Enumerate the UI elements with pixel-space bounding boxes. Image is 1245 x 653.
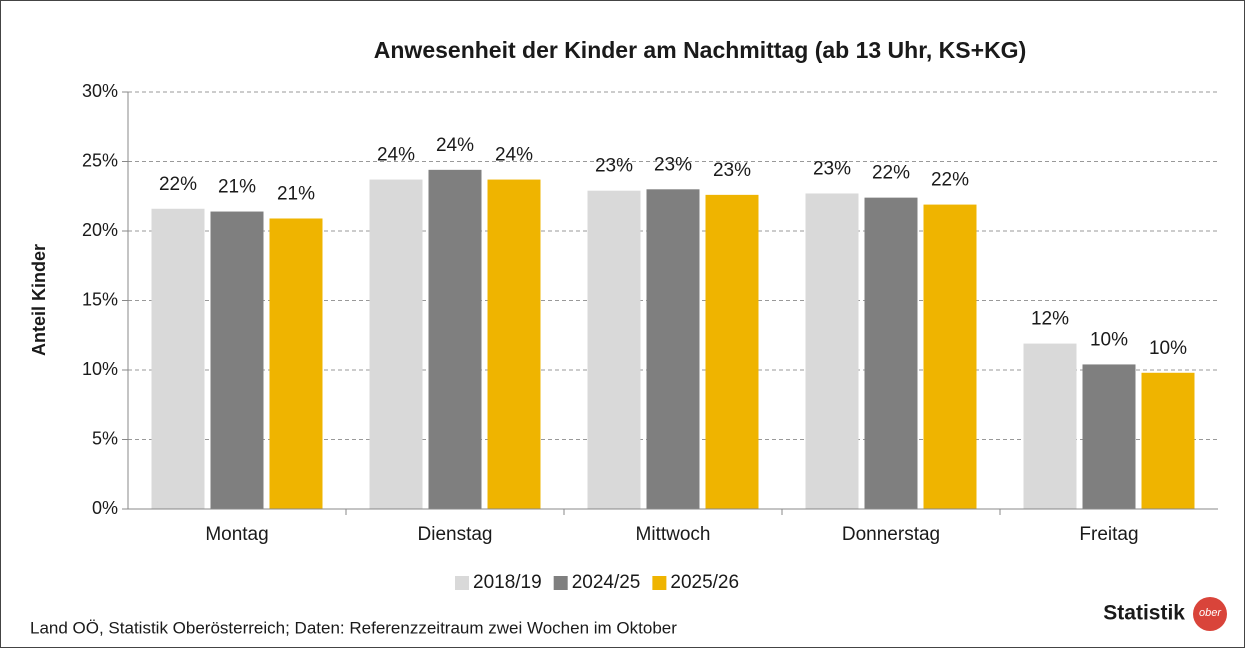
data-label: 23%: [595, 156, 633, 177]
bar: [705, 194, 759, 510]
bar: [646, 189, 700, 510]
bar: [923, 204, 977, 509]
bar: [864, 197, 918, 509]
data-label: 24%: [436, 135, 474, 156]
x-tick-label: Mittwoch: [636, 524, 711, 545]
data-label: 22%: [159, 174, 197, 195]
x-tick-label: Freitag: [1079, 524, 1138, 545]
data-label: 10%: [1090, 329, 1128, 350]
x-tick-label: Dienstag: [418, 524, 493, 545]
data-label: 23%: [813, 158, 851, 179]
legend-swatch: [455, 576, 469, 590]
legend-label: 2025/26: [670, 572, 739, 593]
x-tick-label: Donnerstag: [842, 524, 940, 545]
y-tick-label: 20%: [82, 220, 118, 240]
logo-badge-text: ober: [1199, 607, 1222, 619]
y-tick-label: 30%: [82, 81, 118, 101]
logo-text: Statistik: [1103, 602, 1185, 625]
source-note: Land OÖ, Statistik Oberösterreich; Daten…: [30, 618, 677, 637]
bar: [428, 169, 482, 509]
bar: [487, 179, 541, 509]
y-tick-label: 25%: [82, 150, 118, 170]
bar: [151, 208, 205, 509]
y-tick-label: 15%: [82, 289, 118, 309]
bar: [805, 193, 859, 509]
legend-swatch: [652, 576, 667, 590]
data-label: 23%: [713, 160, 751, 181]
data-label: 10%: [1149, 338, 1187, 359]
bar: [1023, 343, 1077, 509]
data-label: 21%: [277, 184, 315, 205]
data-label: 21%: [218, 177, 256, 198]
y-tick-label: 0%: [92, 498, 118, 518]
data-label: 22%: [872, 163, 910, 184]
y-tick-label: 10%: [82, 359, 118, 379]
bar: [369, 179, 423, 509]
legend-label: 2018/19: [473, 572, 542, 593]
y-axis-label: Anteil Kinder: [29, 244, 49, 356]
data-label: 22%: [931, 170, 969, 191]
bar: [1082, 364, 1136, 509]
data-label: 24%: [377, 145, 415, 166]
bar: [269, 218, 323, 510]
data-label: 24%: [495, 145, 533, 166]
legend-swatch: [553, 576, 568, 590]
logo-badge: [1193, 597, 1227, 631]
bar: [587, 190, 641, 509]
bar: [1141, 372, 1195, 509]
x-tick-label: Montag: [205, 524, 268, 545]
data-label: 23%: [654, 154, 692, 175]
legend-label: 2024/25: [572, 572, 641, 593]
y-tick-label: 5%: [92, 428, 118, 448]
data-label: 12%: [1031, 309, 1069, 330]
bar: [210, 211, 264, 510]
chart-title: Anwesenheit der Kinder am Nachmittag (ab…: [374, 37, 1026, 63]
